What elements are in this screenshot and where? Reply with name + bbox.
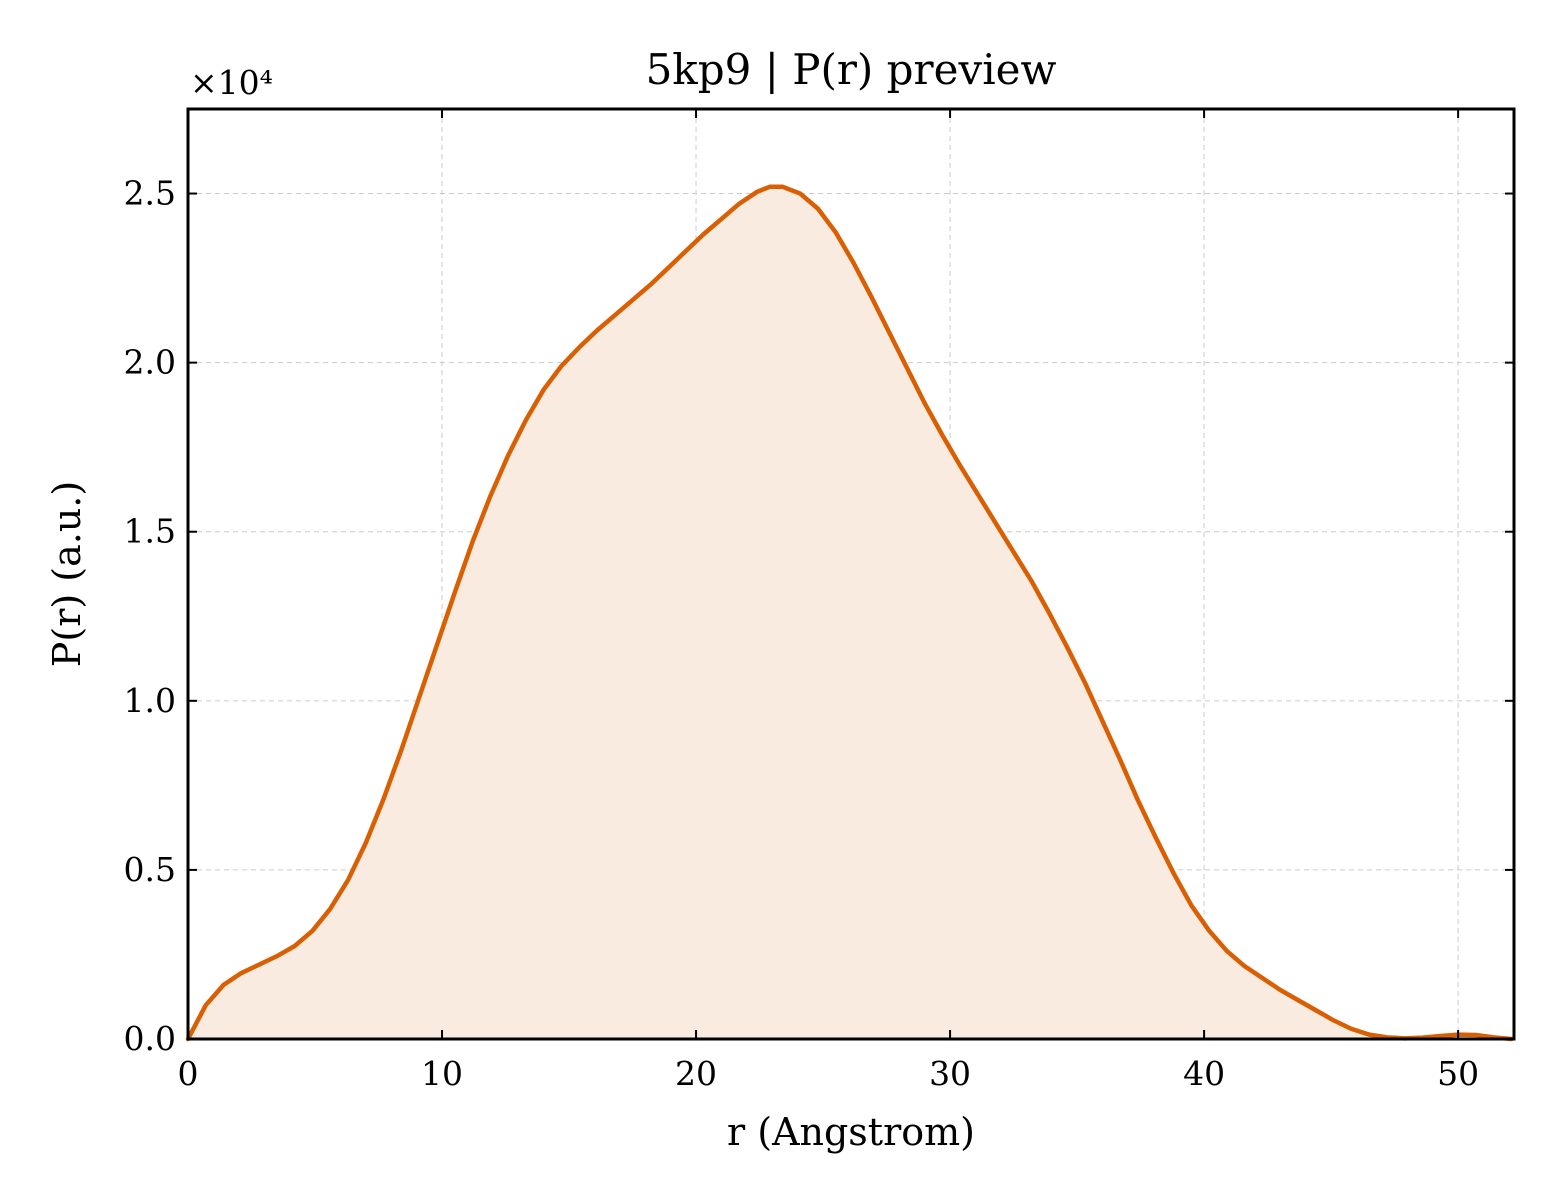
y-tick-label: 0.0 (124, 1019, 176, 1058)
y-tick-label: 2.5 (124, 174, 176, 213)
x-axis-label: r (Angstrom) (727, 1110, 975, 1154)
y-axis-label: P(r) (a.u.) (45, 481, 89, 667)
x-tick-label: 20 (675, 1054, 717, 1093)
area-fill (188, 186, 1512, 1039)
y-tick-label: 0.5 (124, 850, 176, 889)
x-tick-label: 40 (1183, 1054, 1225, 1093)
x-tick-label: 50 (1437, 1054, 1479, 1093)
y-tick-label: 2.0 (124, 343, 176, 382)
x-tick-label: 10 (421, 1054, 463, 1093)
y-axis-multiplier: ×10⁴ (190, 63, 273, 102)
ticks: 0 10 20 30 40 50 0.0 0.5 1.0 1.5 2.0 2.5 (124, 109, 1514, 1093)
series-line (185, 184, 1514, 1042)
x-tick-label: 30 (929, 1054, 971, 1093)
axes-frame (186, 107, 1516, 1041)
y-tick-label: 1.5 (124, 512, 176, 551)
x-tick-label: 0 (178, 1054, 199, 1093)
chart-title: 5kp9 | P(r) preview (646, 45, 1057, 94)
y-tick-label: 1.0 (124, 681, 176, 720)
